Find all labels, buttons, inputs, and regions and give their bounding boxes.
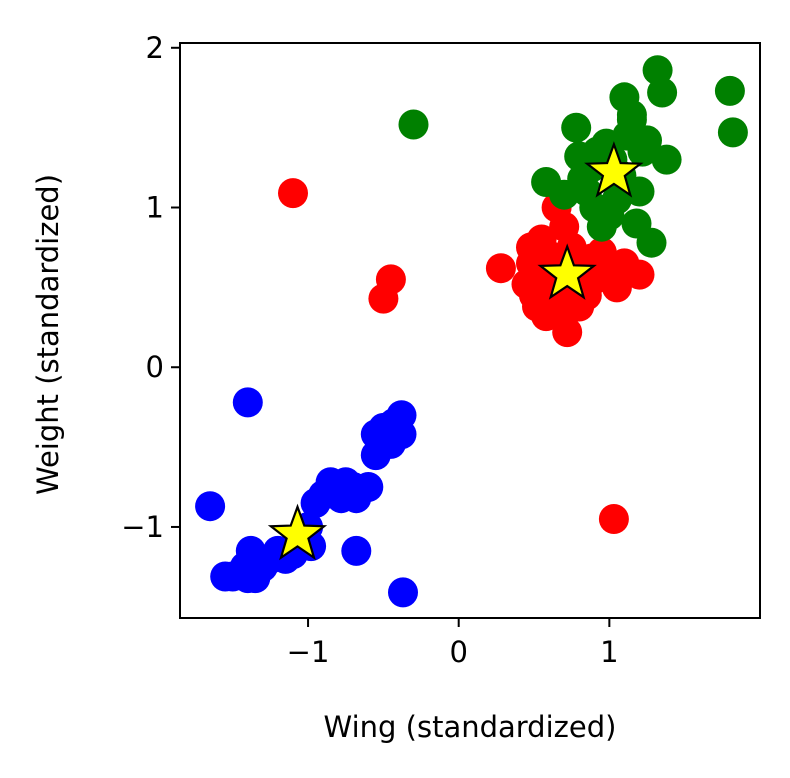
scatter-point <box>388 577 418 608</box>
scatter-point <box>601 272 632 303</box>
scatter-point <box>636 227 667 258</box>
scatter-point <box>714 75 745 106</box>
scatter-point <box>516 232 546 263</box>
scatter-point <box>353 472 384 502</box>
y-tick-label: −1 <box>121 510 164 544</box>
scatter-point <box>642 55 673 86</box>
scatter-point <box>632 125 662 156</box>
centroid-star <box>267 503 328 561</box>
scatter-point <box>717 117 748 148</box>
points-layer <box>195 55 748 608</box>
scatter-point <box>624 176 655 207</box>
scatter-point <box>278 178 308 209</box>
scatter-point <box>368 283 399 314</box>
scatter-point <box>561 112 592 143</box>
scatter-point <box>624 259 655 290</box>
scatter-point <box>341 535 372 566</box>
scatter-point <box>651 144 682 175</box>
x-tick-label: −1 <box>287 635 330 669</box>
x-axis-label: Wing (standardized) <box>324 710 617 744</box>
centroids-layer <box>267 141 644 561</box>
scatter-point <box>232 387 263 418</box>
y-tick-label: 0 <box>146 350 164 384</box>
plot-frame <box>179 42 761 619</box>
scatter-point <box>195 491 226 522</box>
scatter-point <box>549 211 580 242</box>
scatter-point <box>386 419 417 450</box>
y-tick-label: 2 <box>146 31 164 65</box>
x-tick-label: 0 <box>449 635 467 669</box>
scatter-point <box>616 99 647 130</box>
scatter-point <box>598 504 629 534</box>
y-tick-label: 1 <box>146 191 164 225</box>
scatter-point <box>647 77 678 108</box>
scatter-point <box>485 253 516 284</box>
centroid-star <box>584 141 644 198</box>
centroid-star <box>537 243 597 300</box>
scatter-point <box>552 317 583 348</box>
y-axis-label: Weight (standardized) <box>31 174 65 495</box>
scatter-point <box>398 109 429 140</box>
x-tick-label: 1 <box>600 635 618 669</box>
ticks-layer: −1 0 1 −1 0 1 2 <box>121 31 618 669</box>
